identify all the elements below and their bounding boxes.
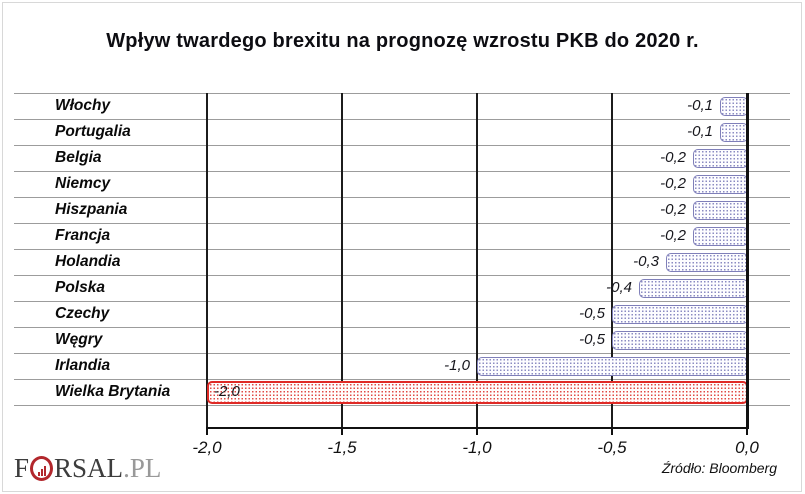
gridline-horizontal: [14, 197, 790, 198]
bar-row-label: Hiszpania: [55, 201, 128, 218]
x-tick-label: -1,0: [462, 438, 492, 457]
gridline-vertical: [476, 93, 478, 429]
gridline-horizontal: [14, 249, 790, 250]
bar-value-label: -0,2: [660, 149, 686, 166]
bar: [612, 330, 748, 350]
bar-row-label: Włochy: [55, 97, 111, 114]
gridline-horizontal: [14, 353, 790, 354]
x-axis-tick: [206, 429, 208, 435]
gridline-vertical: [611, 93, 613, 429]
x-axis-zero-line: [746, 93, 749, 429]
bar-value-label: -0,1: [687, 123, 713, 140]
gridline-horizontal: [14, 301, 790, 302]
bar: [693, 200, 748, 220]
x-axis-tick: [341, 429, 343, 435]
bar-value-label: -0,2: [660, 227, 686, 244]
gridline-horizontal: [14, 119, 790, 120]
bar-row-label: Francja: [55, 227, 111, 244]
bar: [612, 304, 748, 324]
bar-row-label: Polska: [55, 279, 105, 296]
bar: [477, 356, 748, 376]
bar-highlight: [207, 380, 748, 404]
x-axis-line: [206, 427, 749, 429]
gridline-horizontal: [14, 405, 790, 406]
bar: [666, 252, 748, 272]
bar-value-label: -2,0: [214, 383, 240, 400]
bar-row-label: Portugalia: [55, 123, 131, 140]
x-axis-tick: [746, 429, 748, 435]
chart-title: Wpływ twardego brexitu na prognozę wzros…: [106, 30, 699, 52]
bar-value-label: -0,1: [687, 97, 713, 114]
gridline-horizontal: [14, 379, 790, 380]
gridline-horizontal: [14, 93, 790, 94]
bar-row-label: Czechy: [55, 305, 110, 322]
bar: [639, 278, 748, 298]
bar: [720, 96, 748, 116]
bar-value-label: -0,5: [579, 331, 605, 348]
gridline-vertical: [341, 93, 343, 429]
gridline-horizontal: [14, 145, 790, 146]
source-credit: Źródło: Bloomberg: [661, 460, 777, 476]
x-axis-tick: [476, 429, 478, 435]
x-tick-label: -2,0: [192, 438, 222, 457]
logo-barchart-icon: [30, 455, 54, 481]
bar-row-label: Węgry: [55, 331, 103, 348]
logo-suffix-pl: .PL: [123, 452, 162, 483]
x-tick-label: -0,5: [597, 438, 627, 457]
bar-value-label: -0,3: [633, 253, 659, 270]
bar: [693, 174, 748, 194]
bar: [720, 122, 748, 142]
bar: [693, 148, 748, 168]
bar-value-label: -1,0: [444, 357, 470, 374]
gridline-horizontal: [14, 171, 790, 172]
bar-value-label: -0,4: [606, 279, 632, 296]
forsal-logo: F RSAL .PL: [14, 453, 161, 483]
bar-row-label: Wielka Brytania: [55, 383, 171, 400]
logo-letter-f: F: [14, 452, 30, 483]
bar-value-label: -0,2: [660, 175, 686, 192]
bar-row-label: Holandia: [55, 253, 121, 270]
bar: [693, 226, 748, 246]
logo-letters-rsal: RSAL: [54, 452, 124, 483]
bar-value-label: -0,2: [660, 201, 686, 218]
gridline-horizontal: [14, 275, 790, 276]
gridline-horizontal: [14, 223, 790, 224]
x-tick-label: -1,5: [327, 438, 357, 457]
x-tick-label: 0,0: [735, 438, 759, 457]
bar-row-label: Irlandia: [55, 357, 111, 374]
bar-row-label: Niemcy: [55, 175, 111, 192]
bar-row-label: Belgia: [55, 149, 102, 166]
gridline-vertical: [206, 93, 208, 429]
bar-value-label: -0,5: [579, 305, 605, 322]
gridline-horizontal: [14, 327, 790, 328]
x-axis-tick: [611, 429, 613, 435]
